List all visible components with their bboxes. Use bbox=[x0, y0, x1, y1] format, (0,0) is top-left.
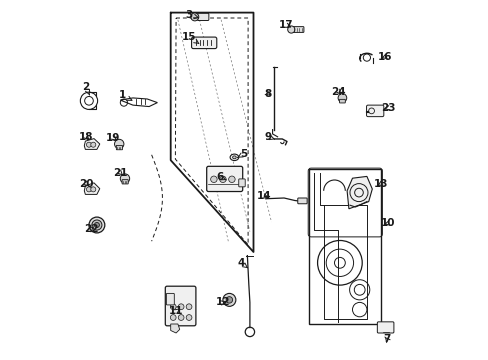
FancyBboxPatch shape bbox=[366, 105, 383, 117]
Circle shape bbox=[170, 315, 176, 320]
Text: 22: 22 bbox=[84, 224, 99, 234]
Text: 8: 8 bbox=[264, 89, 271, 99]
FancyBboxPatch shape bbox=[166, 293, 174, 305]
Text: 12: 12 bbox=[215, 297, 230, 307]
Text: 24: 24 bbox=[331, 87, 346, 97]
Circle shape bbox=[94, 222, 99, 228]
Text: 23: 23 bbox=[381, 103, 395, 113]
Ellipse shape bbox=[230, 154, 238, 161]
Text: 11: 11 bbox=[168, 306, 183, 316]
Ellipse shape bbox=[232, 156, 236, 159]
Circle shape bbox=[186, 315, 192, 320]
Circle shape bbox=[86, 142, 91, 147]
Circle shape bbox=[92, 220, 102, 230]
Circle shape bbox=[223, 293, 235, 306]
Text: 9: 9 bbox=[264, 132, 274, 142]
FancyBboxPatch shape bbox=[297, 198, 306, 204]
FancyBboxPatch shape bbox=[238, 179, 244, 187]
Text: 18: 18 bbox=[79, 132, 93, 142]
FancyBboxPatch shape bbox=[197, 13, 208, 21]
Circle shape bbox=[190, 13, 199, 21]
FancyBboxPatch shape bbox=[292, 27, 303, 32]
Circle shape bbox=[178, 304, 183, 310]
Text: 2: 2 bbox=[82, 82, 89, 95]
Text: 20: 20 bbox=[79, 179, 93, 189]
Text: 5: 5 bbox=[237, 149, 247, 159]
Text: 3: 3 bbox=[184, 10, 198, 20]
FancyBboxPatch shape bbox=[116, 145, 122, 150]
Polygon shape bbox=[346, 176, 371, 209]
Text: 1: 1 bbox=[118, 90, 132, 100]
FancyBboxPatch shape bbox=[122, 180, 128, 184]
Polygon shape bbox=[170, 324, 179, 333]
Text: 6: 6 bbox=[216, 172, 226, 182]
Circle shape bbox=[178, 315, 183, 320]
Text: 10: 10 bbox=[381, 218, 395, 228]
Circle shape bbox=[89, 217, 104, 233]
Text: 19: 19 bbox=[106, 132, 120, 143]
Circle shape bbox=[170, 304, 176, 310]
Circle shape bbox=[114, 139, 123, 149]
Circle shape bbox=[225, 297, 232, 303]
Polygon shape bbox=[84, 183, 100, 194]
FancyBboxPatch shape bbox=[191, 37, 216, 49]
Circle shape bbox=[86, 187, 91, 192]
Circle shape bbox=[337, 94, 346, 102]
Circle shape bbox=[287, 26, 294, 33]
Circle shape bbox=[120, 174, 129, 183]
Text: 17: 17 bbox=[278, 20, 293, 30]
Text: 21: 21 bbox=[113, 168, 127, 178]
FancyBboxPatch shape bbox=[339, 99, 345, 103]
Polygon shape bbox=[84, 139, 100, 149]
Circle shape bbox=[228, 176, 235, 183]
Text: 15: 15 bbox=[181, 32, 199, 44]
Text: 16: 16 bbox=[377, 52, 391, 62]
Circle shape bbox=[186, 304, 192, 310]
Text: 4: 4 bbox=[237, 258, 247, 268]
Circle shape bbox=[210, 176, 217, 183]
FancyBboxPatch shape bbox=[377, 322, 393, 333]
Circle shape bbox=[91, 142, 96, 147]
Circle shape bbox=[219, 176, 225, 183]
FancyBboxPatch shape bbox=[206, 166, 242, 192]
FancyBboxPatch shape bbox=[165, 286, 196, 326]
Text: 13: 13 bbox=[373, 179, 388, 189]
Circle shape bbox=[91, 187, 96, 192]
Text: 14: 14 bbox=[257, 191, 271, 201]
Text: 7: 7 bbox=[382, 334, 389, 344]
